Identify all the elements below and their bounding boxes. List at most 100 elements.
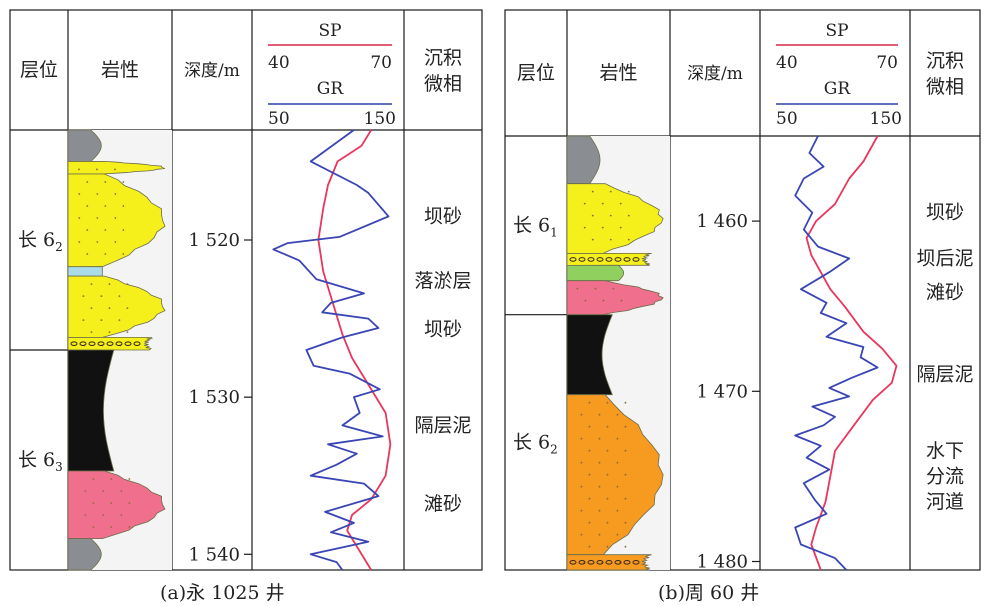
sand-dot	[128, 478, 131, 480]
sand-dot	[624, 449, 627, 452]
sand-dot	[118, 319, 121, 322]
header-layer: 层位	[517, 62, 555, 84]
pebble	[587, 560, 595, 565]
sp-label: SP	[318, 21, 341, 41]
sand-dot	[616, 461, 619, 464]
sand-dot	[86, 205, 89, 207]
sand-dot	[108, 283, 111, 286]
sand-dot	[90, 283, 93, 286]
lithology-mudstone-gray	[566, 135, 601, 185]
pebble	[614, 257, 622, 262]
sand-dot	[580, 533, 583, 536]
sand-dot	[118, 295, 121, 298]
sand-dot	[114, 241, 117, 243]
header-lithology: 岩性	[101, 59, 139, 81]
sand-dot	[104, 181, 107, 183]
sand-dot	[606, 497, 609, 500]
pebble	[623, 257, 631, 262]
gr-label: GR	[317, 79, 345, 99]
sp-max: 70	[370, 53, 392, 73]
sand-dot	[616, 485, 619, 488]
lithology-sandstone-pebbly-base	[566, 554, 652, 571]
facies-label: 坝砂	[424, 319, 462, 341]
sand-dot	[126, 307, 129, 310]
sand-dot	[609, 238, 612, 241]
sand-dot	[90, 307, 93, 310]
sand-dot	[120, 514, 123, 516]
sand-dot	[86, 253, 89, 255]
sand-dot	[588, 401, 591, 404]
sand-dot	[580, 509, 583, 512]
sand-dot	[627, 190, 630, 193]
gr-min: 50	[776, 109, 798, 129]
sand-dot	[594, 287, 597, 290]
sand-dot	[606, 425, 609, 428]
pebble	[578, 560, 586, 565]
gr-min: 50	[268, 109, 290, 129]
lithology-mudstone-gray	[67, 538, 102, 571]
sand-dot	[606, 545, 609, 548]
sp-label: SP	[825, 21, 848, 41]
lithology-silt-interlayer	[67, 266, 103, 277]
sand-dot	[624, 473, 627, 476]
lithology-sandstone-pebbly-base	[67, 336, 154, 351]
sand-dot	[580, 485, 583, 488]
gr-label: GR	[824, 79, 852, 99]
sand-dot	[619, 226, 622, 229]
sand-dot	[90, 331, 93, 334]
sand-dot	[126, 283, 129, 286]
facies-label: 河道	[926, 491, 964, 513]
sand-dot	[588, 521, 591, 524]
pebble	[79, 341, 87, 347]
sand-dot	[108, 331, 111, 334]
sp-min: 40	[776, 53, 798, 73]
lithology-column	[566, 135, 670, 571]
sand-dot	[122, 229, 125, 231]
sand-dot	[591, 190, 594, 193]
sand-dot	[598, 509, 601, 512]
sand-dot	[84, 514, 87, 516]
pebble	[596, 560, 604, 565]
sand-dot	[588, 497, 591, 500]
sand-dot	[598, 533, 601, 536]
sand-dot	[624, 497, 627, 500]
lithology-mudstone-gray	[67, 129, 102, 162]
sand-dot	[82, 319, 85, 322]
lithology-sandstone	[67, 160, 166, 175]
depth-tick-label: 1 470	[696, 381, 748, 402]
facies-label: 滩砂	[926, 282, 964, 304]
sand-dot	[588, 473, 591, 476]
pebble	[88, 341, 96, 347]
sand-dot	[591, 238, 594, 241]
sand-dot	[114, 193, 117, 195]
header-depth: 深度/m	[184, 61, 240, 81]
sand-dot	[114, 217, 117, 219]
sand-dot	[96, 168, 98, 171]
sand-dot	[128, 526, 131, 528]
sand-dot	[82, 295, 85, 298]
sp-curve	[805, 135, 898, 571]
sand-dot	[627, 214, 630, 217]
facies-label: 坝砂	[926, 202, 964, 224]
pebble	[632, 257, 640, 262]
header-depth: 深度/m	[687, 64, 743, 84]
facies-label: 落淤层	[414, 270, 471, 292]
sand-dot	[96, 193, 99, 195]
sand-dot	[122, 205, 125, 207]
lithology-column	[67, 129, 172, 571]
sand-dot	[86, 181, 89, 183]
caption-panel-b: (b)周 60 井	[658, 582, 760, 604]
sand-dot	[122, 253, 125, 255]
sand-dot	[110, 502, 113, 504]
pebble	[605, 257, 613, 262]
sand-dot	[601, 226, 604, 229]
header-facies-line2: 微相	[926, 76, 964, 98]
sand-dot	[100, 295, 103, 298]
sand-dot	[612, 287, 615, 290]
sand-dot	[606, 449, 609, 452]
sand-dot	[583, 226, 586, 229]
sand-dot	[580, 413, 583, 416]
sand-dot	[122, 181, 125, 183]
header-facies-line2: 微相	[424, 73, 462, 95]
